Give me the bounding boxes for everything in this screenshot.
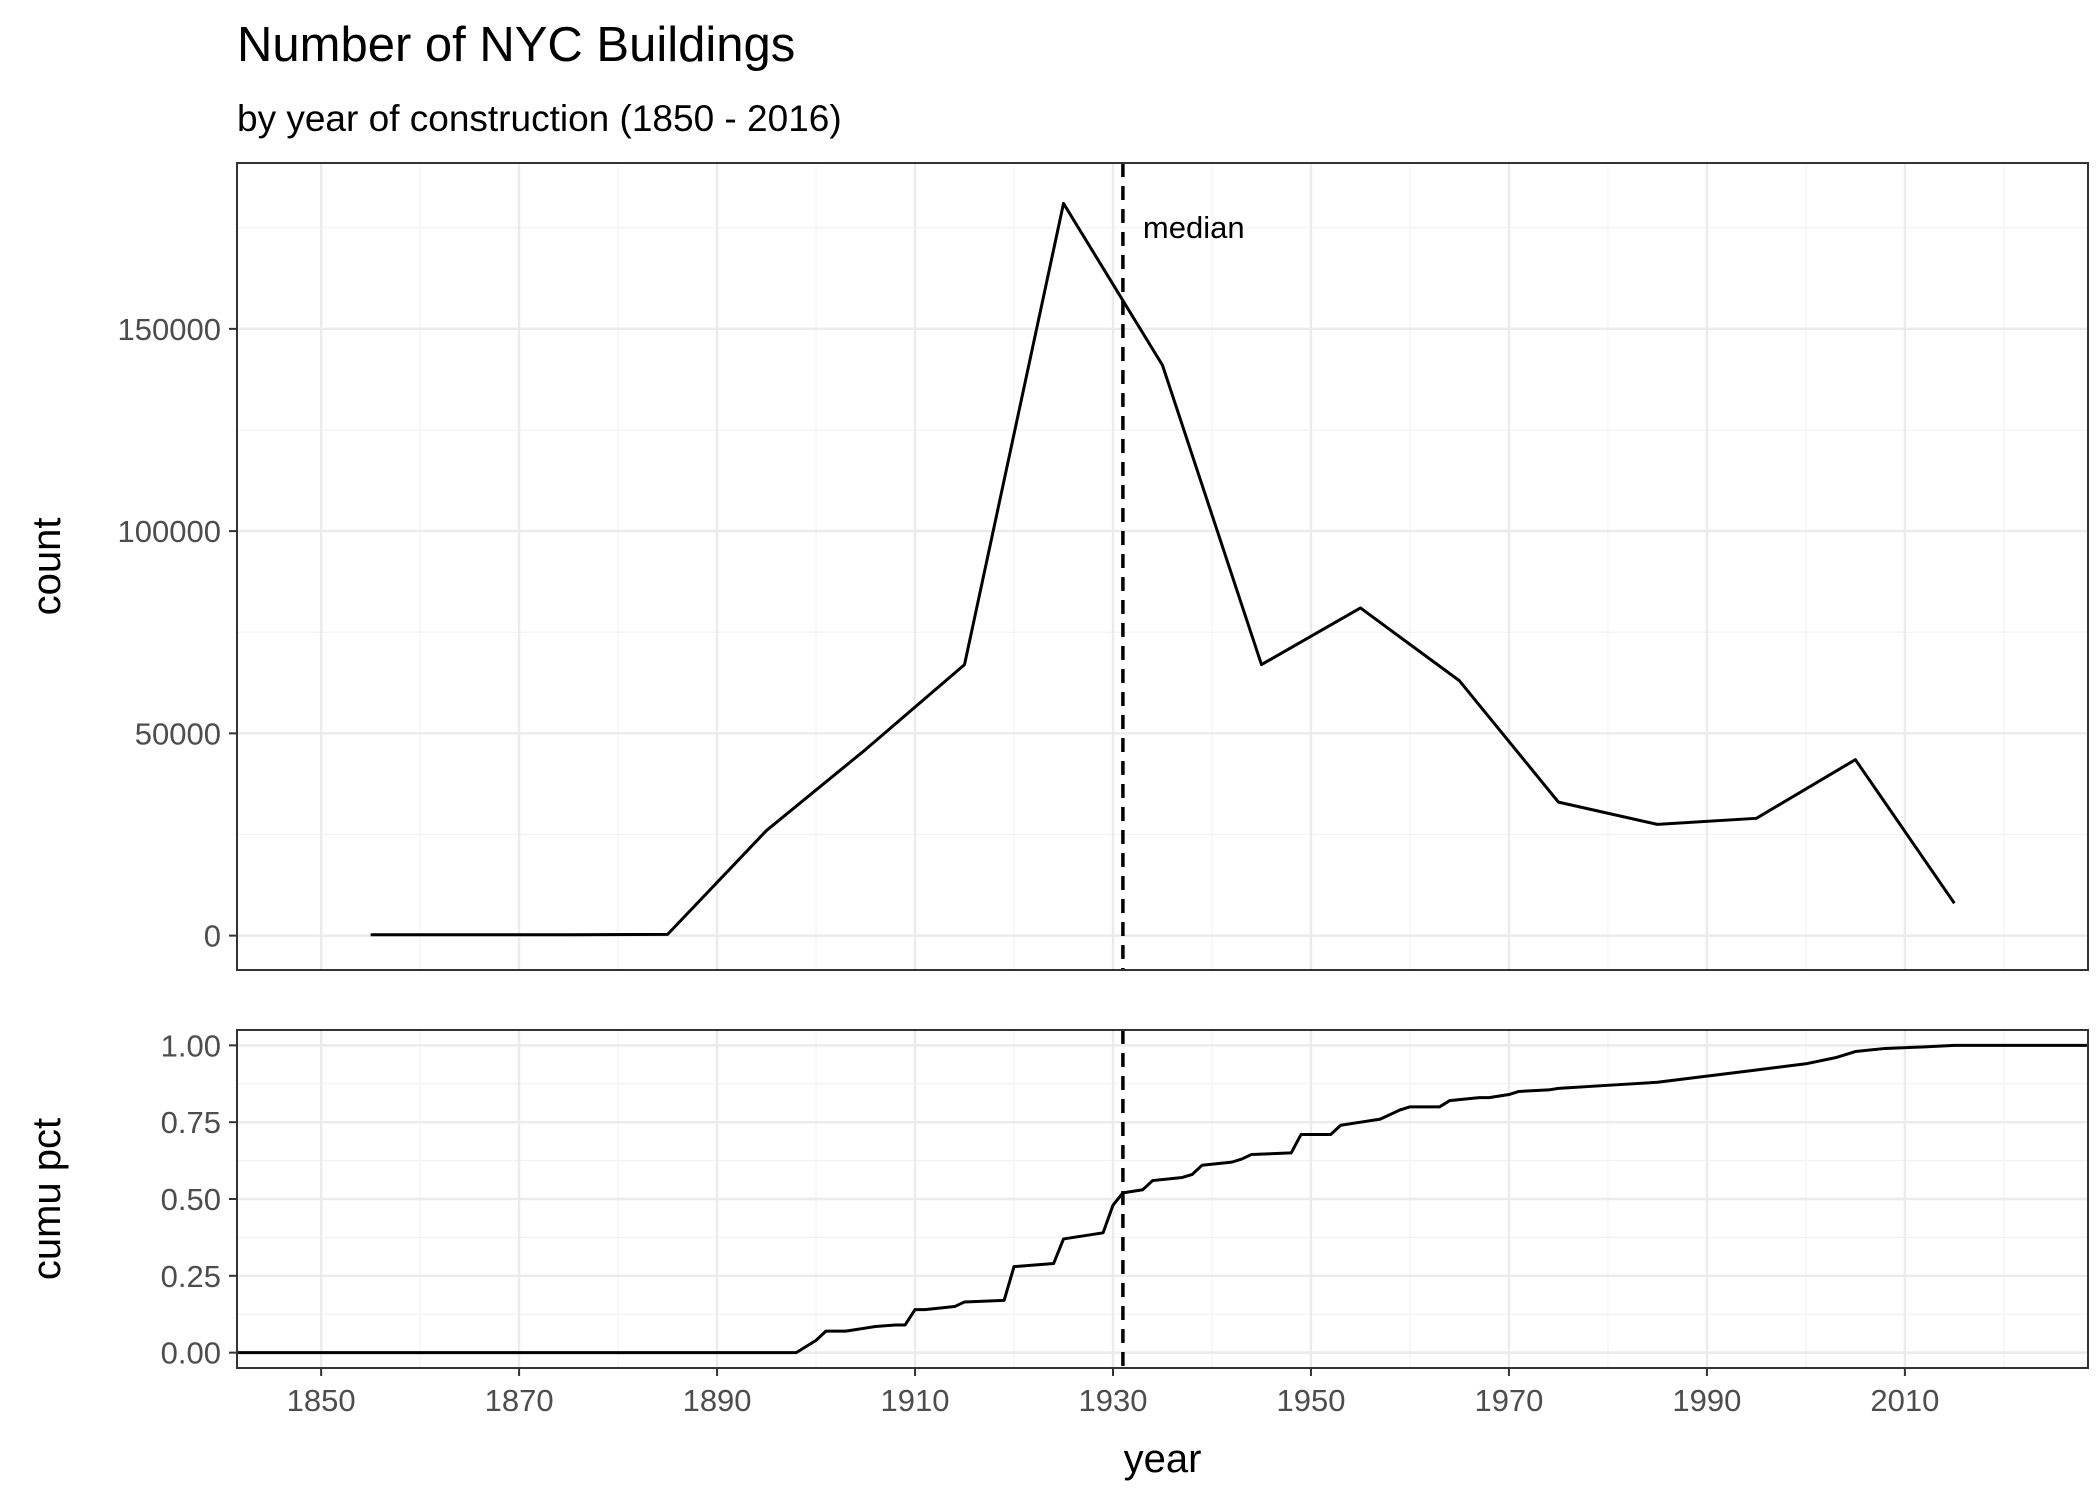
bottom-y-tick-label: 0.50 <box>161 1182 221 1217</box>
top-y-tick-label: 50000 <box>135 716 221 751</box>
chart-title: Number of NYC Buildings <box>237 18 795 72</box>
x-tick-label: 1910 <box>881 1383 950 1418</box>
top-panel-grid <box>237 163 2088 970</box>
x-tick-label: 1970 <box>1474 1383 1543 1418</box>
top-y-tick-label: 100000 <box>118 514 221 549</box>
top-panel: median 0 50000 100000 150000 count <box>25 162 2089 971</box>
median-label: median <box>1143 210 1245 245</box>
x-tick-label: 1890 <box>683 1383 752 1418</box>
top-y-axis-title: count <box>25 518 69 616</box>
x-axis-title: year <box>1124 1437 1202 1481</box>
bottom-panel: 0.00 0.25 0.50 0.75 1.00 1850 1870 1890 1910 193… <box>25 1028 2089 1481</box>
bottom-y-axis-title: cumu pct <box>25 1118 69 1280</box>
x-tick-label: 1870 <box>485 1383 554 1418</box>
bottom-y-tick-label: 1.00 <box>161 1028 221 1063</box>
bottom-series-line <box>237 1043 2088 1355</box>
x-tick-label: 1950 <box>1276 1383 1345 1418</box>
top-panel-border <box>236 162 2089 971</box>
x-tick-label: 2010 <box>1870 1383 1939 1418</box>
bottom-panel-grid <box>237 1030 2088 1368</box>
top-series-line <box>370 201 1956 937</box>
x-tick-label: 1930 <box>1079 1383 1148 1418</box>
bottom-y-tick-label: 0.00 <box>161 1336 221 1371</box>
bottom-y-tick-label: 0.75 <box>161 1105 221 1140</box>
top-y-tick-label: 150000 <box>118 312 221 347</box>
x-axis: 1850 1870 1890 1910 1930 1950 1970 1990 2010 <box>287 1368 1939 1418</box>
top-y-axis: 0 50000 100000 150000 <box>118 312 237 954</box>
chart-subtitle: by year of construction (1850 - 2016) <box>237 98 842 139</box>
x-tick-label: 1990 <box>1672 1383 1741 1418</box>
bottom-y-axis: 0.00 0.25 0.50 0.75 1.00 <box>161 1028 237 1371</box>
bottom-y-tick-label: 0.25 <box>161 1259 221 1294</box>
top-y-tick-label: 0 <box>204 919 221 954</box>
x-tick-label: 1850 <box>287 1383 356 1418</box>
